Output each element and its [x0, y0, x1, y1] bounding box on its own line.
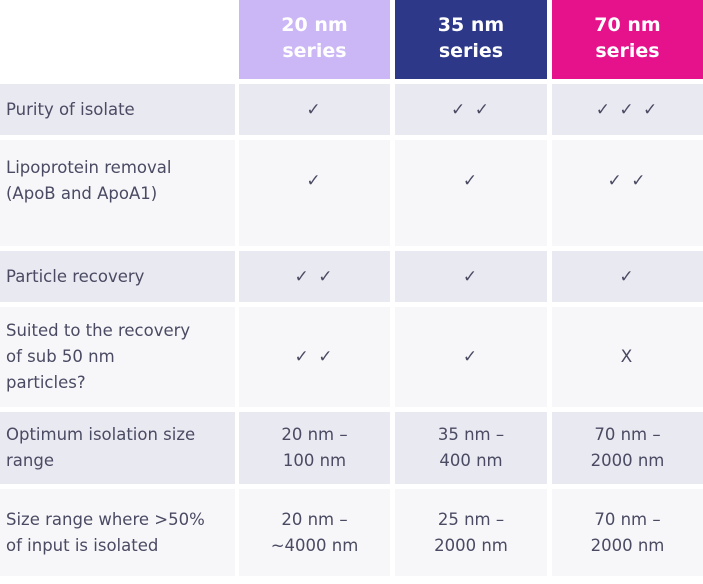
- cell-optimum-35nm: 35 nm – 400 nm: [395, 412, 547, 484]
- cell-recovery-35nm: ✓: [395, 251, 547, 302]
- cell-purity-20nm: ✓: [239, 84, 390, 135]
- cell-lipoprotein-35nm: ✓: [395, 140, 547, 246]
- cell-sub50-20nm: ✓ ✓: [239, 307, 390, 407]
- cell-sub50-35nm: ✓: [395, 307, 547, 407]
- cell-lipoprotein-20nm: ✓: [239, 140, 390, 246]
- cell-sub50-70nm: X: [552, 307, 703, 407]
- cell-range50-35nm: 25 nm – 2000 nm: [395, 489, 547, 576]
- cell-optimum-20nm: 20 nm – 100 nm: [239, 412, 390, 484]
- cell-recovery-20nm: ✓ ✓: [239, 251, 390, 302]
- column-header-20nm: 20 nm series: [239, 0, 390, 79]
- row-label-sub-50nm: Suited to the recovery of sub 50 nm part…: [0, 307, 235, 407]
- column-header-70nm: 70 nm series: [552, 0, 703, 79]
- row-label-particle-recovery: Particle recovery: [0, 251, 235, 302]
- row-label-lipoprotein: Lipoprotein removal (ApoB and ApoA1): [0, 140, 235, 246]
- corner-cell: [0, 0, 235, 79]
- cell-range50-20nm: 20 nm – ~4000 nm: [239, 489, 390, 576]
- cell-lipoprotein-70nm: ✓ ✓: [552, 140, 703, 246]
- cell-recovery-70nm: ✓: [552, 251, 703, 302]
- cell-optimum-70nm: 70 nm – 2000 nm: [552, 412, 703, 484]
- cell-purity-70nm: ✓ ✓ ✓: [552, 84, 703, 135]
- cell-range50-70nm: 70 nm – 2000 nm: [552, 489, 703, 576]
- cell-purity-35nm: ✓ ✓: [395, 84, 547, 135]
- row-label-optimum-range: Optimum isolation size range: [0, 412, 235, 484]
- column-header-35nm: 35 nm series: [395, 0, 547, 79]
- row-label-purity: Purity of isolate: [0, 84, 235, 135]
- row-label-size-range-50: Size range where >50% of input is isolat…: [0, 489, 235, 576]
